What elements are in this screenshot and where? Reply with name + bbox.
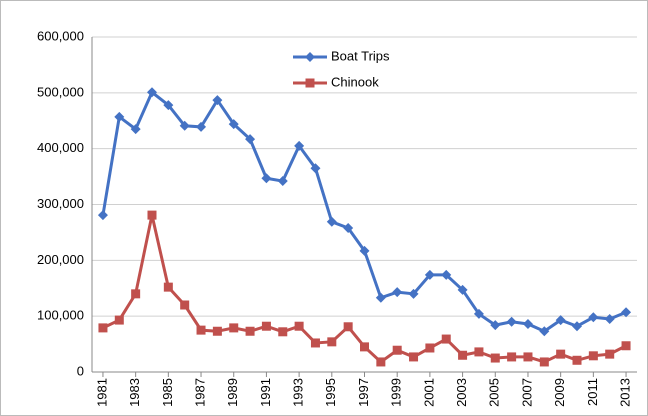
y-tick-label: 200,000 bbox=[37, 252, 84, 267]
marker bbox=[605, 349, 615, 359]
marker bbox=[523, 352, 533, 362]
marker bbox=[572, 355, 582, 365]
marker bbox=[310, 338, 320, 348]
marker bbox=[294, 321, 304, 331]
marker bbox=[556, 349, 566, 359]
marker bbox=[490, 320, 501, 331]
marker bbox=[621, 341, 631, 351]
marker bbox=[458, 350, 468, 360]
x-tick-label: 2003 bbox=[454, 378, 469, 407]
marker bbox=[114, 315, 124, 325]
y-tick-label: 400,000 bbox=[37, 140, 84, 155]
marker bbox=[131, 289, 141, 299]
marker bbox=[245, 134, 256, 145]
marker bbox=[588, 351, 598, 361]
legend-label: Boat Trips bbox=[331, 48, 390, 63]
marker bbox=[473, 308, 484, 319]
marker bbox=[98, 323, 108, 333]
marker bbox=[343, 322, 353, 332]
marker bbox=[229, 323, 239, 333]
marker bbox=[245, 326, 255, 336]
marker bbox=[555, 315, 566, 326]
marker bbox=[212, 95, 223, 106]
x-tick-label: 2013 bbox=[617, 378, 632, 407]
x-tick-label: 1997 bbox=[356, 378, 371, 407]
marker bbox=[572, 321, 583, 332]
x-tick-label: 1995 bbox=[323, 378, 338, 407]
x-tick-label: 2007 bbox=[519, 378, 534, 407]
x-tick-label: 2009 bbox=[552, 378, 567, 407]
marker bbox=[507, 352, 517, 362]
marker bbox=[146, 87, 157, 98]
x-tick-label: 1985 bbox=[160, 378, 175, 407]
y-tick-label: 500,000 bbox=[37, 84, 84, 99]
marker bbox=[326, 216, 337, 227]
x-tick-label: 2011 bbox=[585, 378, 600, 406]
x-tick-label: 1981 bbox=[94, 378, 109, 407]
x-tick-label: 2005 bbox=[487, 378, 502, 407]
marker bbox=[343, 222, 354, 233]
marker bbox=[180, 300, 190, 310]
marker bbox=[539, 326, 550, 337]
marker bbox=[305, 78, 315, 88]
marker bbox=[490, 353, 500, 363]
marker bbox=[179, 120, 190, 131]
marker bbox=[97, 210, 108, 221]
marker bbox=[604, 313, 615, 324]
marker bbox=[425, 343, 435, 353]
x-tick-label: 1989 bbox=[225, 378, 240, 407]
x-tick-label: 1983 bbox=[127, 378, 142, 407]
marker bbox=[261, 321, 271, 331]
marker bbox=[114, 111, 125, 122]
x-tick-label: 1993 bbox=[291, 378, 306, 407]
marker bbox=[539, 357, 549, 367]
marker bbox=[457, 284, 468, 295]
marker bbox=[409, 352, 419, 362]
marker bbox=[376, 357, 386, 367]
marker bbox=[147, 210, 157, 220]
marker bbox=[359, 245, 370, 256]
marker bbox=[327, 337, 337, 347]
marker bbox=[130, 124, 141, 135]
x-tick-label: 1999 bbox=[389, 378, 404, 407]
marker bbox=[163, 282, 173, 292]
legend-label: Chinook bbox=[331, 74, 379, 89]
x-tick-label: 1991 bbox=[258, 378, 273, 407]
marker bbox=[441, 269, 452, 280]
marker bbox=[228, 119, 239, 130]
marker bbox=[163, 100, 174, 111]
marker bbox=[441, 334, 451, 344]
marker bbox=[392, 345, 402, 355]
x-tick-label: 1987 bbox=[192, 378, 207, 407]
marker bbox=[474, 347, 484, 357]
marker bbox=[278, 327, 288, 337]
marker bbox=[408, 288, 419, 299]
marker bbox=[360, 342, 369, 352]
marker bbox=[305, 52, 315, 62]
y-tick-label: 100,000 bbox=[37, 308, 84, 323]
marker bbox=[424, 269, 435, 280]
marker bbox=[196, 325, 206, 335]
y-tick-label: 600,000 bbox=[37, 28, 84, 43]
marker bbox=[196, 121, 207, 132]
marker bbox=[212, 326, 222, 336]
marker bbox=[522, 318, 533, 329]
marker bbox=[375, 292, 386, 303]
marker bbox=[392, 287, 403, 298]
y-tick-label: 0 bbox=[77, 363, 84, 378]
x-tick-label: 2001 bbox=[421, 378, 436, 407]
marker bbox=[294, 140, 305, 151]
marker bbox=[310, 163, 321, 174]
marker bbox=[261, 173, 272, 184]
y-tick-label: 300,000 bbox=[37, 196, 84, 211]
marker bbox=[277, 176, 288, 187]
marker bbox=[588, 312, 599, 323]
marker bbox=[506, 316, 517, 327]
marker bbox=[621, 307, 632, 318]
